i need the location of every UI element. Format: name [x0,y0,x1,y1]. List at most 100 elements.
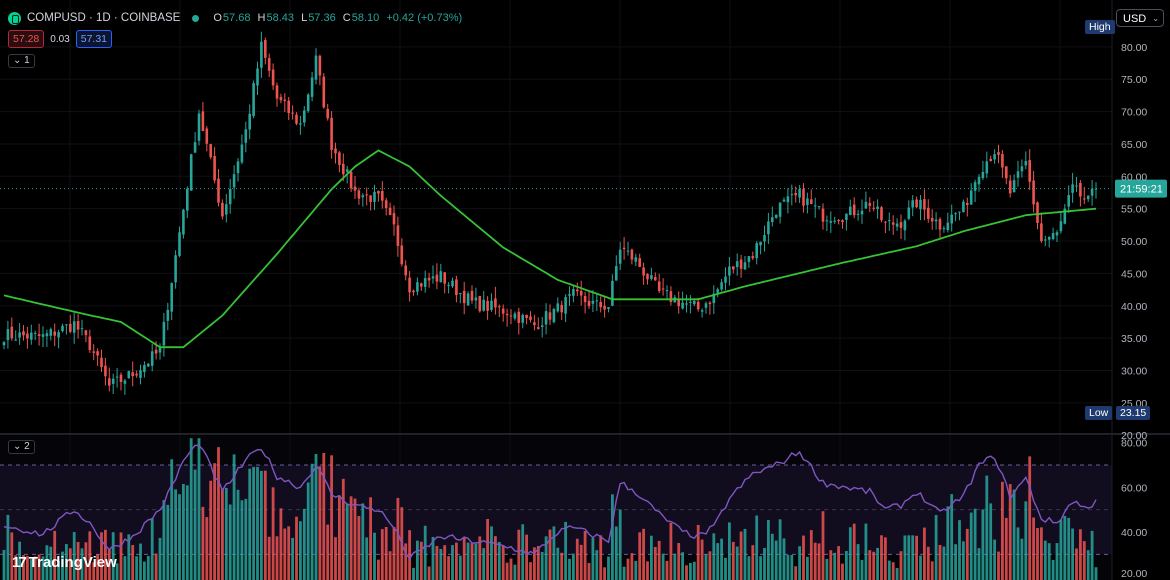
candle-body [482,299,485,311]
candle-body [810,199,813,204]
volume-bar [809,530,813,580]
volume-bar [759,556,762,580]
candle-body [1055,232,1059,236]
volume-bar [1020,538,1024,580]
volume-bar [291,537,294,580]
volume-bar [369,497,372,580]
volume-bar [482,548,486,580]
pane-1-toggle[interactable]: ⌄ 1 [8,54,35,68]
candle-body [509,315,513,317]
volume-bar [29,559,33,580]
volume-bar [396,497,400,580]
candle-body [388,207,392,216]
volume-bar [388,551,392,580]
volume-bar [716,543,720,580]
candle-body [365,194,368,196]
candle-body [412,290,415,293]
candle-body [127,371,131,379]
volume-bar [841,563,844,580]
candle-body [131,372,134,377]
volume-bar [279,508,283,580]
volume-bar [798,546,801,580]
volume-bar [989,503,993,580]
candle-body [322,76,326,108]
volume-bar [657,540,661,580]
candle-body [201,111,205,132]
candle-body [213,155,216,181]
candle-body [1044,239,1047,241]
candle-body [950,214,953,224]
chevron-down-icon: ⌄ [1152,14,1159,23]
candle-body [381,190,384,201]
price-tick-label: 70.00 [1121,107,1147,119]
volume-bar [123,556,127,580]
candle-body [291,112,294,114]
volume-bar [162,500,166,580]
candle-body [657,281,661,291]
volume-bar [568,558,571,580]
volume-bar [677,543,681,580]
candle-body [860,210,864,215]
volume-bar [201,506,205,580]
volume-bar [232,454,236,580]
buy-price-button[interactable]: 57.31 [75,30,113,48]
candle-body [661,288,665,290]
volume-bar [462,537,466,580]
candle-body [459,292,462,294]
candle-body [92,351,95,353]
volume-bar [817,543,821,580]
candle-body [123,380,127,384]
volume-bar [1008,484,1012,580]
candle-body [544,311,548,325]
candle-body [494,298,497,308]
candle-body [501,308,505,314]
volume-bar [139,543,142,580]
volume-bar [377,559,380,580]
currency-select[interactable]: USD ⌄ [1116,9,1164,27]
candle-body [353,186,357,191]
candle-body [1083,198,1086,200]
price-tick-label: 30.00 [1121,366,1147,378]
candle-body [186,188,189,211]
volume-bar [1071,528,1074,580]
candle-body [537,327,540,330]
pane-2-toggle[interactable]: ⌄ 2 [8,440,35,454]
symbol-title[interactable]: COMPUSD · 1D · COINBASE [27,12,181,24]
chevron-down-icon: ⌄ [13,441,22,452]
candle-body [345,169,349,172]
sell-price-button[interactable]: 57.28 [8,30,45,48]
indicator-tick-label: 40.00 [1121,527,1147,539]
volume-bar [950,494,954,580]
candle-body [400,245,404,265]
volume-bar [685,565,688,580]
volume-bar [451,545,454,580]
candle-body [236,161,240,174]
open-value: 57.68 [222,12,251,24]
volume-bar [68,548,72,580]
volume-bar [611,494,614,580]
price-tick-label: 20.00 [1121,430,1147,442]
volume-bar [88,531,92,580]
tradingview-logo[interactable]: 17 TradingView [12,554,117,571]
volume-bar [794,566,798,580]
candle-body [712,293,716,304]
candle-body [825,220,829,222]
volume-bar [1028,456,1032,580]
volume-bar [911,535,915,580]
volume-bar [127,534,131,580]
volume-bar [154,553,158,580]
candle-body [852,204,856,216]
candle-body [654,277,657,281]
candle-body [938,219,942,230]
volume-bar [224,487,228,580]
volume-bar [618,509,622,580]
volume-bar [962,541,965,580]
candle-body [96,351,99,356]
volume-bar [423,525,427,580]
candle-body [49,329,53,336]
volume-bar [37,554,41,580]
moving-average-line [3,149,1097,349]
candle-body [1067,195,1070,207]
volume-bar [880,535,883,580]
